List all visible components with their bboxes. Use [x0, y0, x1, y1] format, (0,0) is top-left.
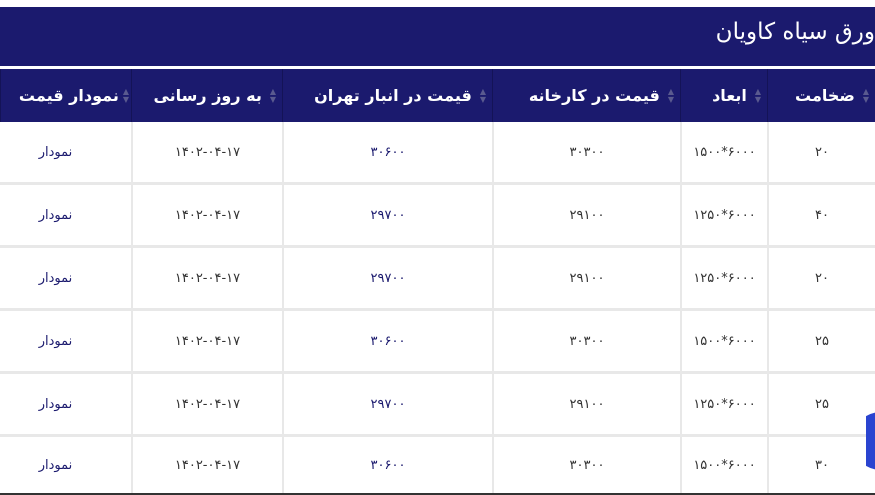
column-header-price-chart[interactable]: ▲ ▼ نمودار قیمت — [0, 69, 131, 122]
column-header-tehran-price[interactable]: ▲ ▼ قیمت در انبار تهران — [282, 69, 492, 122]
cell-updated: ۱۴۰۲-۰۴-۱۷ — [131, 248, 282, 308]
table-title-bar: ورق سیاه کاویان — [0, 7, 875, 66]
cell-price-chart: نمودار — [0, 185, 131, 245]
fab-shape[interactable] — [866, 412, 875, 470]
table-row: ۴۰ ۱۲۵۰*۶۰۰۰ ۲۹۱۰۰ ۲۹۷۰۰ ۱۴۰۲-۰۴-۱۷ نمودار — [0, 185, 875, 248]
cell-updated: ۱۴۰۲-۰۴-۱۷ — [131, 122, 282, 182]
column-header-label: ابعاد — [712, 86, 747, 105]
cell-factory-price: ۲۹۱۰۰ — [492, 374, 680, 434]
cell-updated: ۱۴۰۲-۰۴-۱۷ — [131, 185, 282, 245]
column-header-thickness[interactable]: ▲ ▼ ضخامت — [767, 69, 875, 122]
cell-price-chart: نمودار — [0, 437, 131, 493]
sort-icon[interactable]: ▲ ▼ — [862, 86, 869, 104]
cell-updated: ۱۴۰۲-۰۴-۱۷ — [131, 374, 282, 434]
column-header-label: قیمت در انبار تهران — [314, 86, 472, 105]
cell-dimensions: ۱۵۰۰*۶۰۰۰ — [680, 437, 767, 493]
chart-link[interactable]: نمودار — [38, 333, 73, 349]
cell-factory-price: ۲۹۱۰۰ — [492, 185, 680, 245]
chart-link[interactable]: نمودار — [38, 144, 73, 160]
sort-icon[interactable]: ▲ ▼ — [754, 86, 761, 104]
column-header-label: به روز رسانی — [153, 86, 262, 105]
cell-price-chart: نمودار — [0, 311, 131, 371]
column-header-factory-price[interactable]: ▲ ▼ قیمت در کارخانه — [492, 69, 680, 122]
chart-link[interactable]: نمودار — [38, 270, 73, 286]
floating-action-button[interactable] — [866, 412, 875, 470]
column-header-label: قیمت در کارخانه — [528, 86, 660, 105]
cell-thickness: ۲۵ — [767, 311, 875, 371]
cell-tehran-price: ۳۰۶۰۰ — [282, 311, 492, 371]
column-header-updated[interactable]: ▲ ▼ به روز رسانی — [131, 69, 282, 122]
cell-tehran-price: ۲۹۷۰۰ — [282, 248, 492, 308]
cell-factory-price: ۳۰۳۰۰ — [492, 122, 680, 182]
column-header-dimensions[interactable]: ▲ ▼ ابعاد — [680, 69, 767, 122]
cell-price-chart: نمودار — [0, 248, 131, 308]
table-row: ۲۰ ۱۵۰۰*۶۰۰۰ ۳۰۳۰۰ ۳۰۶۰۰ ۱۴۰۲-۰۴-۱۷ نمودار — [0, 122, 875, 185]
table-row: ۳۰ ۱۵۰۰*۶۰۰۰ ۳۰۳۰۰ ۳۰۶۰۰ ۱۴۰۲-۰۴-۱۷ نمودار — [0, 437, 875, 493]
sort-icon[interactable]: ▲ ▼ — [479, 86, 486, 104]
table-row: ۲۰ ۱۲۵۰*۶۰۰۰ ۲۹۱۰۰ ۲۹۷۰۰ ۱۴۰۲-۰۴-۱۷ نمودار — [0, 248, 875, 311]
divider — [0, 66, 875, 69]
cell-thickness: ۲۰ — [767, 248, 875, 308]
cell-updated: ۱۴۰۲-۰۴-۱۷ — [131, 437, 282, 493]
divider — [0, 493, 875, 495]
cell-tehran-price: ۲۹۷۰۰ — [282, 374, 492, 434]
cell-dimensions: ۱۲۵۰*۶۰۰۰ — [680, 374, 767, 434]
sort-icon[interactable]: ▲ ▼ — [122, 86, 129, 104]
table-header: ▲ ▼ ضخامت ▲ ▼ ابعاد ▲ ▼ قیمت در کارخانه ▲ ▼ قیمت در… — [0, 69, 875, 122]
cell-factory-price: ۲۹۱۰۰ — [492, 248, 680, 308]
cell-thickness: ۲۵ — [767, 374, 875, 434]
column-header-label: ضخامت — [795, 86, 855, 105]
cell-tehran-price: ۲۹۷۰۰ — [282, 185, 492, 245]
page-title: ورق سیاه کاویان — [715, 19, 875, 45]
cell-tehran-price: ۳۰۶۰۰ — [282, 437, 492, 493]
cell-tehran-price: ۳۰۶۰۰ — [282, 122, 492, 182]
cell-dimensions: ۱۵۰۰*۶۰۰۰ — [680, 122, 767, 182]
cell-factory-price: ۳۰۳۰۰ — [492, 311, 680, 371]
cell-dimensions: ۱۲۵۰*۶۰۰۰ — [680, 185, 767, 245]
sort-icon[interactable]: ▲ ▼ — [667, 86, 674, 104]
cell-factory-price: ۳۰۳۰۰ — [492, 437, 680, 493]
cell-dimensions: ۱۲۵۰*۶۰۰۰ — [680, 248, 767, 308]
cell-thickness: ۴۰ — [767, 185, 875, 245]
column-header-label: نمودار قیمت — [18, 86, 119, 105]
cell-dimensions: ۱۵۰۰*۶۰۰۰ — [680, 311, 767, 371]
table-row: ۲۵ ۱۲۵۰*۶۰۰۰ ۲۹۱۰۰ ۲۹۷۰۰ ۱۴۰۲-۰۴-۱۷ نمودار — [0, 374, 875, 437]
cell-price-chart: نمودار — [0, 374, 131, 434]
cell-thickness: ۲۰ — [767, 122, 875, 182]
cell-price-chart: نمودار — [0, 122, 131, 182]
cell-thickness: ۳۰ — [767, 437, 875, 493]
chart-link[interactable]: نمودار — [38, 457, 73, 473]
sort-icon[interactable]: ▲ ▼ — [269, 86, 276, 104]
cell-updated: ۱۴۰۲-۰۴-۱۷ — [131, 311, 282, 371]
chart-link[interactable]: نمودار — [38, 207, 73, 223]
chart-link[interactable]: نمودار — [38, 396, 73, 412]
table-row: ۲۵ ۱۵۰۰*۶۰۰۰ ۳۰۳۰۰ ۳۰۶۰۰ ۱۴۰۲-۰۴-۱۷ نمودار — [0, 311, 875, 374]
